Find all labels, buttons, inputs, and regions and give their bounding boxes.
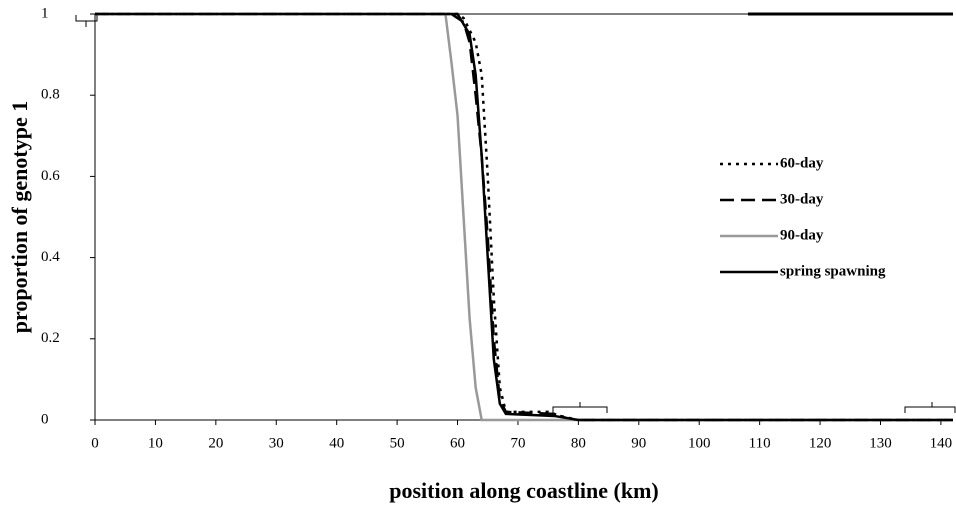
bracket: [75, 15, 98, 27]
x-tick-label: 130: [869, 435, 892, 451]
bracket: [552, 402, 608, 413]
x-tick-label: 100: [688, 435, 711, 451]
series-line: [95, 12, 953, 422]
legend-text: 90-day: [780, 227, 824, 243]
x-tick-label: 60: [450, 435, 465, 451]
y-tick-label: 0.6: [41, 168, 60, 184]
y-tick-label: 0.2: [41, 330, 60, 346]
bracket: [904, 402, 956, 413]
legend: 60-day 30-day 90-day spring spawning: [720, 155, 886, 279]
legend-text: 30-day: [780, 191, 824, 207]
series-line: [95, 12, 953, 422]
x-tick-label: 50: [390, 435, 405, 451]
x-tick-label: 110: [749, 435, 771, 451]
y-axis-title: proportion of genotype 1: [7, 101, 32, 333]
series-line: [95, 12, 953, 422]
series-line: [95, 12, 953, 422]
x-tick-label: 10: [148, 435, 163, 451]
x-tick-label: 90: [631, 435, 646, 451]
y-tick-label: 0.8: [41, 87, 60, 103]
x-tick-label: 70: [510, 435, 525, 451]
x-tick-label: 20: [208, 435, 223, 451]
x-tick-label: 0: [91, 435, 99, 451]
legend-text: spring spawning: [780, 263, 886, 279]
x-tick-label: 140: [930, 435, 953, 451]
legend-text: 60-day: [780, 155, 824, 171]
x-tick-label: 120: [809, 435, 832, 451]
y-tick-label: 1: [41, 5, 49, 21]
x-tick-label: 40: [329, 435, 344, 451]
x-tick-label: 80: [571, 435, 586, 451]
x-tick-label: 30: [269, 435, 284, 451]
y-tick-label: 0.4: [41, 249, 60, 265]
y-tick-label: 0: [41, 411, 49, 427]
x-axis-title: position along coastline (km): [389, 478, 659, 503]
